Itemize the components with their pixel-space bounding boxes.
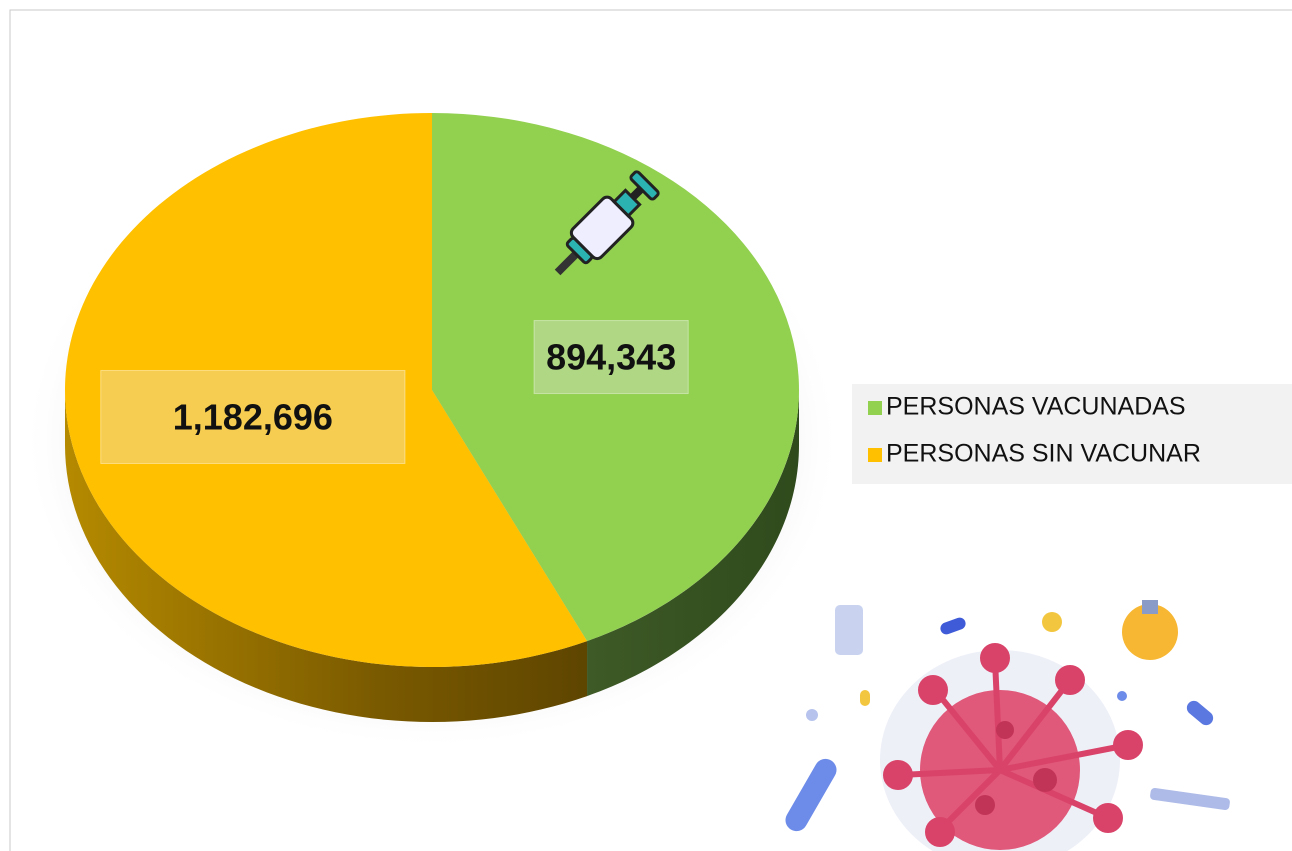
value-label: 894,343 bbox=[546, 337, 676, 378]
legend-swatch bbox=[868, 448, 882, 462]
pie bbox=[64, 113, 799, 722]
legend-swatch bbox=[868, 401, 882, 415]
slice bbox=[64, 113, 588, 668]
slice-side bbox=[65, 390, 588, 722]
frame bbox=[9, 9, 1292, 851]
legend-box bbox=[852, 384, 1292, 484]
syringe-icon bbox=[554, 170, 660, 276]
legend-label: PERSONAS VACUNADAS bbox=[886, 393, 1186, 421]
legend-label: PERSONAS SIN VACUNAR bbox=[886, 440, 1201, 468]
slice bbox=[432, 113, 799, 642]
legend: PERSONAS VACUNADAS PERSONAS SIN VACUNAR bbox=[868, 393, 1201, 468]
labels: 894,343 1,182,696 bbox=[100, 320, 689, 464]
virus-illustration bbox=[785, 600, 1230, 851]
slice-side bbox=[587, 390, 799, 697]
value-label: 1,182,696 bbox=[173, 396, 333, 437]
value-label-box bbox=[533, 320, 689, 395]
value-label-box bbox=[100, 369, 406, 464]
